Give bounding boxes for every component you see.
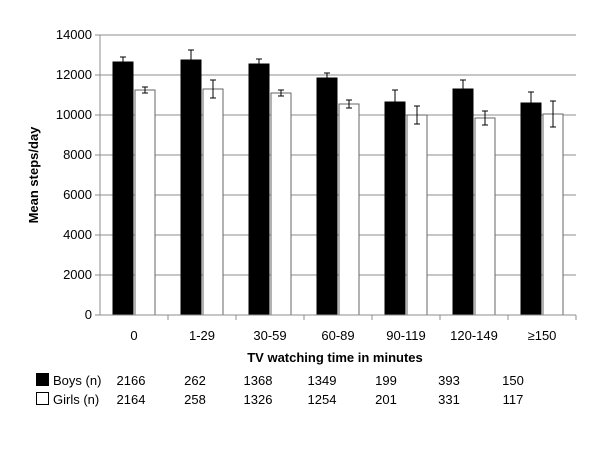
x-axis-title: TV watching time in minutes (247, 350, 423, 365)
girls-bar (406, 114, 428, 316)
boys-bar (248, 63, 270, 316)
boys-bar (112, 61, 134, 316)
axes (95, 34, 577, 320)
boys-bar (452, 88, 474, 316)
girls-bar (542, 113, 564, 316)
girls-bar (202, 88, 224, 316)
x-tick-label: 120-149 (450, 328, 498, 343)
tick-labels: 0 2000 4000 6000 8000 10000 12000 14000 0 1-29 30-… (56, 27, 557, 343)
boys-bar (520, 102, 542, 316)
y-axis-title: Mean steps/day (26, 126, 41, 224)
y-tick-label: 0 (85, 307, 92, 322)
y-tick-label: 2000 (63, 267, 92, 282)
x-tick-label: 90-119 (386, 328, 426, 343)
y-tick-label: 8000 (63, 147, 92, 162)
y-tick-label: 12000 (56, 67, 92, 82)
x-tick-label: ≥150 (528, 328, 557, 343)
y-tick-label: 6000 (63, 187, 92, 202)
y-tick-label: 4000 (63, 227, 92, 242)
girls-bar (270, 92, 292, 316)
bars (112, 49, 564, 316)
x-tick-label: 1-29 (189, 328, 215, 343)
x-tick-label: 60-89 (321, 328, 354, 343)
y-tick-label: 14000 (56, 27, 92, 42)
boys-bar (316, 77, 338, 316)
x-tick-label: 30-59 (253, 328, 286, 343)
girls-bar (338, 103, 360, 316)
gridlines (100, 34, 576, 276)
y-tick-label: 10000 (56, 107, 92, 122)
boys-bar (180, 59, 202, 316)
boys-bar (384, 101, 406, 316)
x-tick-label: 0 (130, 328, 137, 343)
girls-bar (134, 89, 156, 316)
girls-bar (474, 117, 496, 316)
